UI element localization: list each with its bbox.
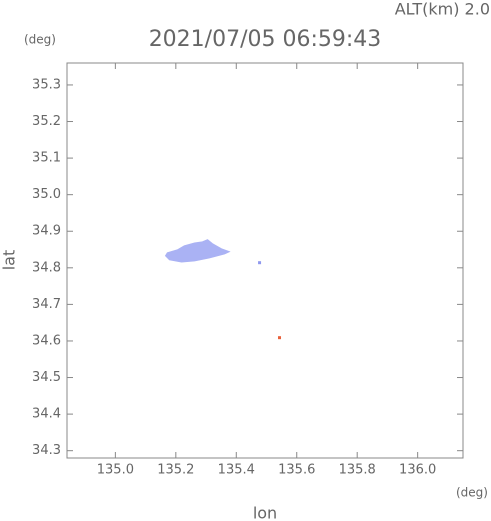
x-unit: (deg)	[456, 486, 488, 500]
y-axis-label: lat	[0, 250, 19, 271]
x-tick-label: 136.0	[399, 463, 436, 478]
y-tick-label: 34.3	[32, 443, 61, 458]
y-tick-label: 35.3	[32, 77, 61, 92]
chart-title: 2021/07/05 06:59:43	[149, 27, 382, 52]
y-tick-label: 34.4	[32, 407, 61, 422]
y-tick-label: 35.1	[32, 151, 61, 166]
x-tick-label: 135.4	[218, 463, 255, 478]
x-axis-label: lon	[253, 504, 277, 521]
echo-point	[278, 336, 282, 340]
x-tick-label: 135.6	[278, 463, 315, 478]
y-tick-label: 34.9	[32, 224, 61, 239]
y-tick-label: 35.2	[32, 114, 61, 129]
altitude-label: ALT(km) 2.0	[395, 0, 490, 19]
plot-frame	[66, 62, 464, 459]
y-tick-label: 34.7	[32, 297, 61, 312]
x-tick-label: 135.2	[157, 463, 194, 478]
echo-area	[164, 239, 231, 263]
x-tick-label: 135.8	[339, 463, 376, 478]
y-tick-label: 35.0	[32, 187, 61, 202]
x-tick-label: 135.0	[97, 463, 134, 478]
y-tick-label: 34.6	[32, 333, 61, 348]
y-unit: (deg)	[24, 33, 56, 47]
y-tick-label: 34.8	[32, 260, 61, 275]
echo-point	[258, 261, 262, 265]
y-tick-label: 34.5	[32, 370, 61, 385]
